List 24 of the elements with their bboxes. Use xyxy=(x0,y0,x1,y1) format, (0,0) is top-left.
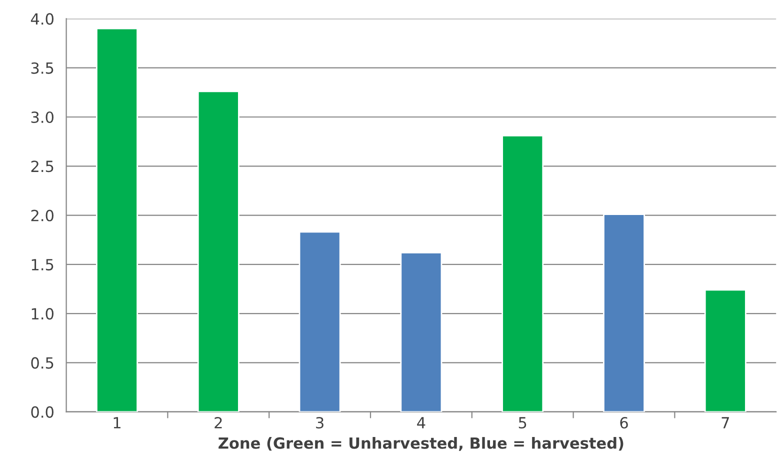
x-tick-label: 1 xyxy=(114,417,120,428)
bar xyxy=(298,231,341,412)
y-tick-label: 1.0 xyxy=(32,308,54,320)
x-tick-label: 3 xyxy=(316,416,324,429)
x-axis-title: Zone (Green = Unharvested, Blue = harvested) xyxy=(218,437,624,451)
bar xyxy=(704,289,746,412)
bar xyxy=(197,90,240,412)
x-tick-label: 6 xyxy=(620,416,628,429)
y-tick-label: 3.0 xyxy=(31,111,54,124)
y-tick-label: 1.5 xyxy=(32,259,54,270)
y-tick-label: 4.0 xyxy=(30,13,54,25)
bar xyxy=(400,252,442,412)
y-tick-label: 2.0 xyxy=(31,210,54,222)
bar xyxy=(502,134,544,412)
x-tick-label: 7 xyxy=(722,417,729,428)
bar xyxy=(96,28,138,412)
y-tick-label: 3.5 xyxy=(31,62,54,74)
x-tick-label: 5 xyxy=(518,417,526,429)
y-tick-label: 0.0 xyxy=(31,406,54,418)
x-tick-label: 4 xyxy=(417,417,426,428)
y-tick-label: 0.5 xyxy=(31,357,54,369)
y-tick-label: 2.5 xyxy=(31,160,54,172)
x-tick-label: 2 xyxy=(214,416,222,428)
bar xyxy=(603,214,645,412)
